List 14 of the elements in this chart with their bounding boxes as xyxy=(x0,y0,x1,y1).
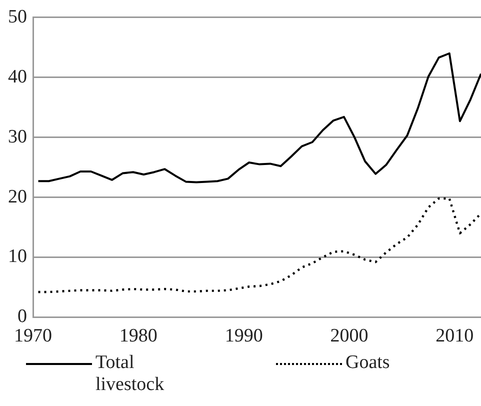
y-tick-label: 0 xyxy=(18,306,27,328)
x-tick-label: 2010 xyxy=(436,326,474,347)
y-tick-label: 20 xyxy=(8,186,27,208)
x-tick-label: 2000 xyxy=(330,326,368,347)
y-tick-label: 50 xyxy=(8,6,27,28)
y-tick-label: 30 xyxy=(8,126,27,148)
y-tick-label: 40 xyxy=(8,66,27,88)
legend-label: Total livestock xyxy=(96,352,166,396)
legend-label: Goats xyxy=(346,352,391,374)
x-tick-label: 1980 xyxy=(119,326,158,347)
x-tick-label: 1970 xyxy=(14,326,52,347)
y-tick-label: 10 xyxy=(8,246,27,268)
line-series xyxy=(37,197,481,294)
x-tick-label: 1990 xyxy=(224,326,263,347)
